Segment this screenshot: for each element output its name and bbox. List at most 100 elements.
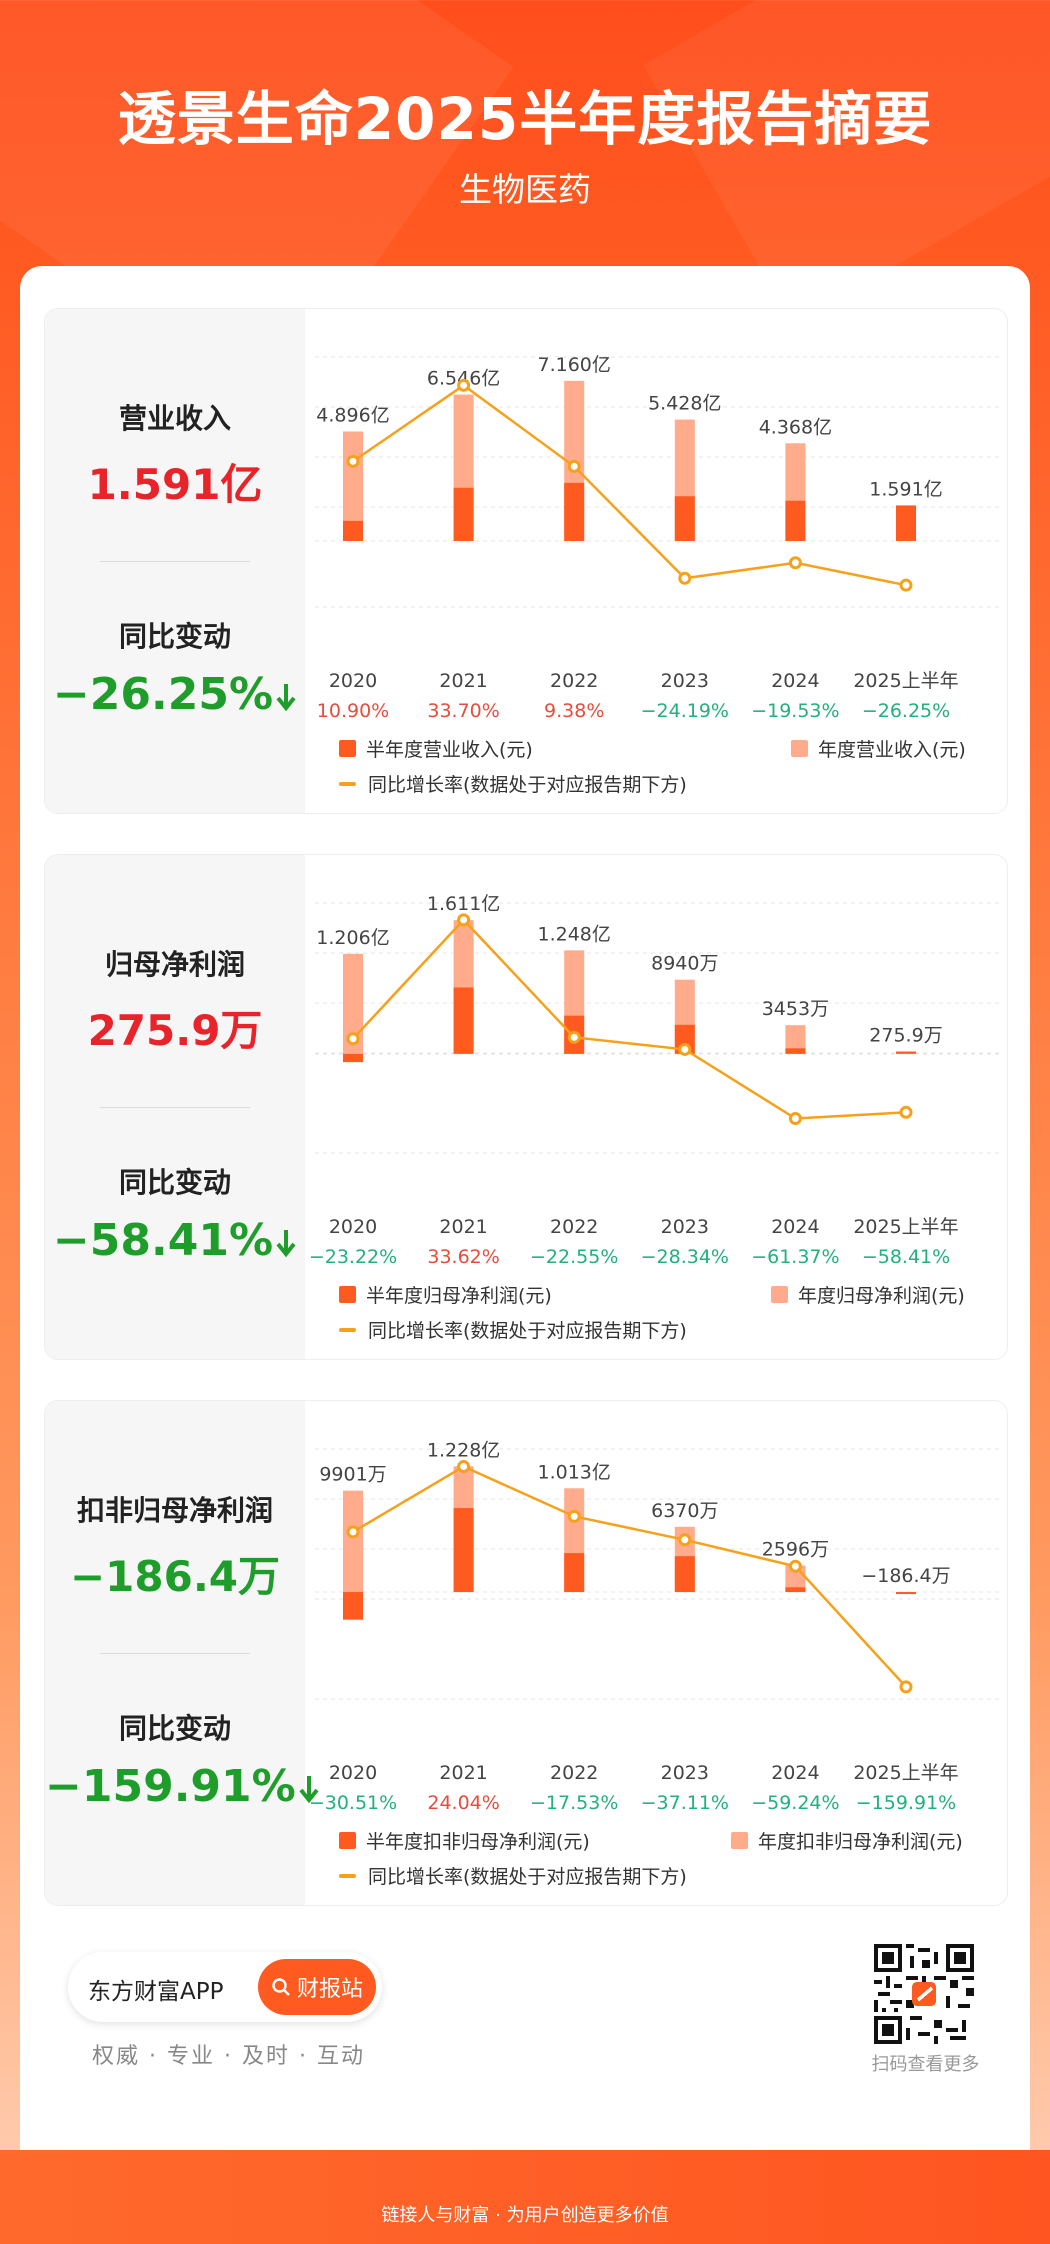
growth-point [567, 459, 581, 473]
category-label: 2021 [439, 1762, 487, 1784]
bar-value-label: 1.591亿 [869, 478, 942, 500]
app-name: 东方财富APP [88, 1979, 224, 2005]
legend-text: 年度扣非归母净利润(元) [758, 1831, 963, 1853]
growth-rate-label: −17.53% [530, 1792, 618, 1814]
divider [100, 1107, 250, 1108]
legend-swatch [791, 740, 808, 757]
bar-value-label: 9901万 [319, 1464, 386, 1486]
growth-point [457, 913, 471, 927]
half-year-bar [785, 500, 806, 541]
bar-value-label: 1.228亿 [427, 1439, 500, 1461]
category-label: 2025上半年 [853, 670, 958, 692]
half-year-bar [896, 1051, 916, 1054]
growth-rate-label: −24.19% [641, 700, 729, 722]
qr-code-icon[interactable] [874, 1944, 974, 2044]
change-label: 同比变动 [118, 620, 231, 653]
annual-bar [343, 1490, 363, 1593]
growth-rate-label: 33.70% [427, 700, 499, 722]
growth-point [788, 556, 802, 570]
bar-value-label: 1.206亿 [316, 927, 389, 949]
legend-swatch [339, 1832, 356, 1849]
growth-rate-label: −61.37% [751, 1246, 839, 1268]
footer-band [0, 2150, 1050, 2244]
category-label: 2023 [661, 670, 709, 692]
category-label: 2024 [771, 1216, 819, 1238]
qr-caption: 扫码查看更多 [871, 2054, 980, 2075]
change-label: 同比变动 [118, 1166, 231, 1199]
legend-swatch [339, 1873, 356, 1878]
bar-value-label: 4.368亿 [759, 416, 832, 438]
category-label: 2020 [329, 1762, 377, 1784]
category-label: 2020 [329, 1216, 377, 1238]
legend-swatch [771, 1286, 788, 1303]
bar-value-label: 1.013亿 [537, 1461, 610, 1483]
growth-rate-label: 10.90% [317, 700, 389, 722]
legend-text: 同比增长率(数据处于对应报告期下方) [368, 1866, 687, 1888]
growth-rate-label: 24.04% [427, 1792, 499, 1814]
legend-swatch [339, 1327, 356, 1332]
half-year-bar [453, 487, 474, 541]
growth-rate-label: −159.91% [856, 1792, 956, 1814]
legend-half: 半年度营业收入(元) [339, 735, 533, 762]
category-label: 2022 [550, 1762, 598, 1784]
category-label: 2023 [661, 1762, 709, 1784]
change-label: 同比变动 [118, 1712, 231, 1745]
category-label: 2024 [771, 1762, 819, 1784]
half-year-bar [564, 1553, 585, 1593]
half-year-bar [785, 1587, 806, 1593]
change-value-row: −58.41% [45, 1215, 305, 1266]
growth-rate-label: −22.55% [530, 1246, 618, 1268]
growth-point [346, 1525, 360, 1539]
legend-text: 半年度归母净利润(元) [366, 1285, 552, 1307]
category-label: 2021 [439, 1216, 487, 1238]
growth-point [899, 1680, 913, 1694]
bar-value-label: 7.160亿 [537, 354, 610, 376]
legend-text: 半年度营业收入(元) [366, 739, 533, 761]
legend-text: 半年度扣非归母净利润(元) [366, 1831, 590, 1853]
report-station-button[interactable]: 财报站 [258, 1959, 376, 2015]
growth-point [788, 1559, 802, 1573]
annual-bar [343, 953, 363, 1054]
metric-label: 营业收入 [118, 402, 231, 435]
category-label: 2020 [329, 670, 377, 692]
bar-value-label: 5.428亿 [648, 393, 721, 415]
half-year-bar [896, 505, 916, 541]
growth-point [567, 1030, 581, 1044]
metric-label: 扣非归母净利润 [76, 1494, 273, 1527]
bar-value-label: 6370万 [651, 1500, 718, 1522]
category-label: 2022 [550, 670, 598, 692]
legend-text: 同比增长率(数据处于对应报告期下方) [368, 1320, 687, 1342]
change-value-row: −26.25% [45, 669, 305, 720]
growth-point [678, 1042, 692, 1056]
growth-line [352, 383, 907, 587]
arrow-down-icon [299, 1776, 319, 1804]
legend-text: 同比增长率(数据处于对应报告期下方) [368, 774, 687, 796]
net-profit-chart: 1.206亿 2020 −23.22% 1.611亿 2021 33.62% 1.248亿 2… [309, 893, 1001, 1268]
growth-point [678, 571, 692, 585]
growth-rate-label: −19.53% [751, 700, 839, 722]
legend-half: 半年度扣非归母净利润(元) [339, 1827, 590, 1854]
growth-point [899, 1105, 913, 1119]
growth-point [567, 1509, 581, 1523]
growth-line [352, 1465, 907, 1688]
legend-text: 年度归母净利润(元) [798, 1285, 965, 1307]
arrow-down-icon [276, 1230, 296, 1258]
bar-value-label: 8940万 [651, 953, 718, 975]
half-year-bar [896, 1592, 916, 1595]
growth-rate-label: 9.38% [544, 700, 604, 722]
metric-value: −186.4万 [69, 1552, 281, 1601]
change-value: −26.25% [52, 669, 274, 720]
app-badge[interactable]: 东方财富APP 财报站 [68, 1952, 382, 2022]
bar-value-label: 6.546亿 [427, 368, 500, 390]
net-profit-panel: 归母净利润 275.9万 同比变动 −58.41% 1.206亿 2020 −23.… [44, 854, 1008, 1360]
legend-half: 半年度归母净利润(元) [339, 1281, 552, 1308]
legend-line: 同比增长率(数据处于对应报告期下方) [339, 1862, 687, 1889]
growth-point [788, 1112, 802, 1126]
report-station-label: 财报站 [296, 1977, 363, 2002]
category-label: 2023 [661, 1216, 709, 1238]
half-year-bar [343, 1592, 363, 1620]
bar-value-label: 3453万 [762, 998, 829, 1020]
legend-swatch [339, 1286, 356, 1303]
change-value: −58.41% [52, 1215, 274, 1266]
deducted-net-profit-panel: 扣非归母净利润 −186.4万 同比变动 −159.91% 9901万 2020 −… [44, 1400, 1008, 1906]
